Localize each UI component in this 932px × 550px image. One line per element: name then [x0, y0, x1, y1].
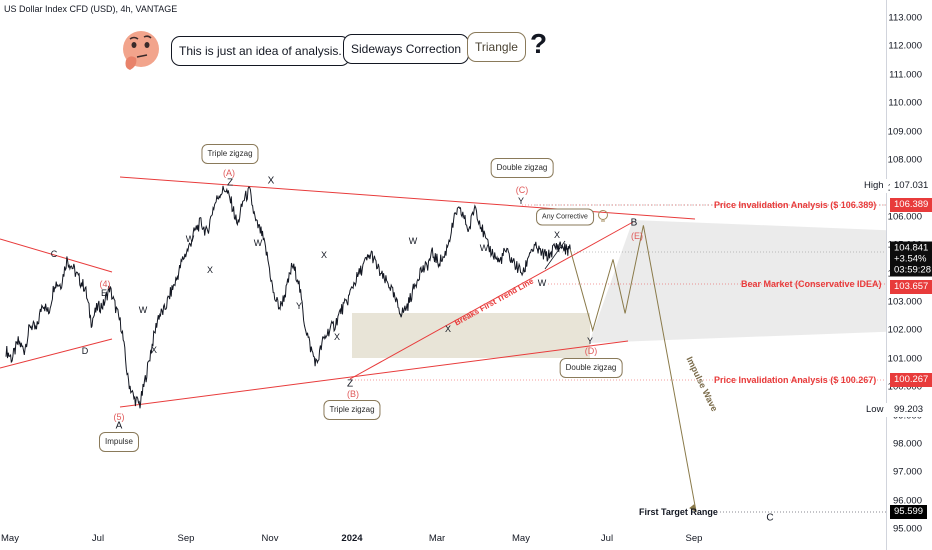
wave-x6: X — [553, 230, 561, 240]
label-target: First Target Range — [639, 507, 718, 517]
tag-target: 95.599 — [890, 505, 928, 519]
low-label: Low — [862, 403, 888, 417]
wave-d-left: D — [81, 346, 89, 356]
wave-b-big: B — [630, 217, 638, 229]
x-tick-label: May — [512, 533, 530, 544]
projected-path-arrow — [689, 504, 697, 513]
label-inv-low: Price Invalidation Analysis ($ 100.267) — [714, 375, 877, 385]
wave-w2: W — [253, 238, 263, 248]
sideways-bubble: Sideways Correction — [343, 34, 470, 64]
y-tick-label: 113.000 — [888, 12, 922, 24]
y-tick-label: 100.000 — [887, 381, 922, 393]
high-value: 107.031 — [890, 179, 932, 193]
current-price-tag: 104.841 +3.54% 03:59:28 — [890, 241, 932, 277]
current-change: +3.54% — [894, 253, 927, 265]
wave-e-left: E — [100, 288, 108, 298]
current-price: 104.841 — [894, 242, 929, 254]
label-bear: Bear Market (Conservative IDEA) — [741, 279, 882, 289]
tag-triple-zigzag-1: Triple zigzag — [201, 144, 259, 164]
x-tick-label: Jul — [91, 533, 105, 544]
left-trendline-lower — [0, 338, 113, 369]
wave-c-left: C — [50, 249, 58, 259]
wave-x1: X — [150, 345, 158, 355]
question-mark: ? — [530, 28, 548, 59]
wave-5: (5) — [113, 412, 125, 422]
x-tick-label: Mar — [428, 533, 446, 544]
wave-y2: Y — [517, 196, 525, 206]
y-tick-label: 97.000 — [892, 466, 922, 478]
wave-y3: Y — [586, 336, 594, 346]
breaks-trendline — [349, 221, 634, 380]
wave-w3: W — [408, 236, 418, 246]
y-tick-label: 96.000 — [892, 495, 922, 507]
wave-x-sep: X — [206, 265, 214, 275]
tag-any-corrective: Any Corrective — [536, 208, 594, 226]
wave-e-paren: (E) — [631, 231, 643, 241]
y-tick-label: 110.000 — [888, 97, 922, 109]
candle-timer: 03:59:28 — [894, 264, 931, 276]
wave-w4b: W — [479, 243, 489, 253]
x-tick-label: Sep — [685, 533, 703, 544]
lightbulb-icon — [598, 210, 608, 222]
x-tick-label: 2024 — [341, 533, 363, 544]
y-tick-label: 106.000 — [887, 211, 922, 223]
wave-x-top: X — [267, 175, 275, 187]
y-tick-label: 98.000 — [892, 438, 922, 450]
wave-d-paren: (D) — [584, 346, 598, 356]
wave-4: (4) — [99, 279, 111, 289]
y-tick-label: 108.000 — [887, 154, 922, 166]
y-tick-label: 95.000 — [892, 523, 922, 535]
high-label: High — [860, 179, 888, 193]
y-tick-label: 103.000 — [887, 296, 922, 308]
wave-x4: X — [444, 324, 452, 334]
wave-w5b: W — [537, 278, 547, 288]
wave-w1: W — [138, 305, 148, 315]
x-tick-label: May — [1, 533, 19, 544]
wave-y1: Y — [295, 301, 303, 311]
chart-title: US Dollar Index CFD (USD), 4h, VANTAGE — [4, 4, 178, 14]
wave-w-sep: W — [185, 234, 195, 244]
tag-impulse: Impulse — [98, 432, 140, 452]
left-trendline-upper — [0, 238, 113, 273]
wave-c-paren: (C) — [515, 185, 529, 195]
wave-a-paren: (A) — [223, 168, 235, 178]
tag-inv-low: 100.267 — [890, 373, 932, 387]
x-tick-label: Sep — [177, 533, 195, 544]
label-inv-high: Price Invalidation Analysis ($ 106.389) — [714, 200, 877, 210]
wave-x3: X — [333, 332, 341, 342]
wave-a: A — [115, 420, 123, 432]
y-tick-label: 101.000 — [887, 353, 922, 365]
tag-double-zigzag-2: Double zigzag — [559, 358, 623, 378]
price-series-line — [5, 185, 571, 409]
y-tick-label: 102.000 — [887, 324, 922, 336]
x-tick-label: Jul — [600, 533, 614, 544]
anycorr-line — [544, 240, 566, 270]
triangle-bubble: Triangle — [467, 32, 526, 62]
target-zone — [352, 313, 590, 358]
y-tick-label: 111.000 — [889, 69, 922, 81]
idea-bubble: This is just an idea of analysis. — [171, 36, 350, 66]
y-tick-label: 109.000 — [887, 126, 922, 138]
projected-path-line — [569, 225, 697, 513]
wave-b-paren: (B) — [347, 389, 359, 399]
low-value: 99.203 — [890, 403, 928, 417]
wave-x2: X — [320, 250, 328, 260]
triangle-lower-line — [119, 340, 629, 408]
wave-z2: Z — [346, 378, 354, 390]
tag-triple-zigzag-2: Triple zigzag — [323, 400, 381, 420]
tag-double-zigzag-1: Double zigzag — [490, 158, 554, 178]
tag-inv-high: 106.389 — [890, 198, 932, 212]
wave-c-big: C — [766, 512, 774, 524]
y-tick-label: 112.000 — [888, 40, 922, 52]
x-tick-label: Nov — [261, 533, 279, 544]
triangle-upper-line — [119, 176, 696, 220]
tag-bear: 103.657 — [890, 280, 932, 294]
wave-z1: Z — [226, 177, 234, 189]
triangle-fill — [589, 220, 932, 343]
thinking-face-icon — [123, 31, 159, 70]
